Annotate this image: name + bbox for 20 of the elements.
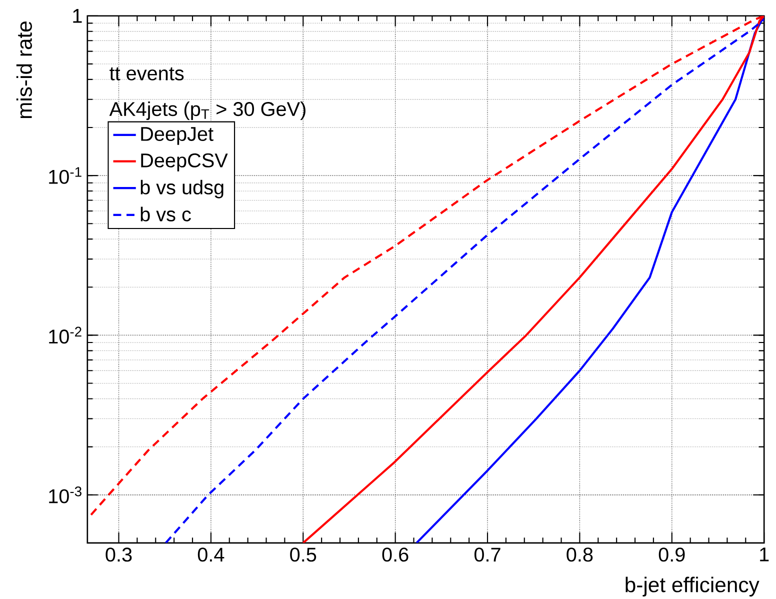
annotation: tt events [110, 68, 184, 81]
x-tick-label: 0.6 [382, 548, 408, 562]
annotation: AK4jets (p$_{T}$ > 30 GeV) [109, 102, 306, 120]
x-tick-label: 0.9 [658, 548, 685, 562]
x-tick-label: 0.4 [198, 548, 224, 562]
annotation: b vs udsg [140, 180, 224, 199]
legend-label: b vs c [140, 207, 191, 222]
y-tick-label: 10$^{-2}$ [49, 327, 82, 344]
x-tick-label: 0.8 [566, 548, 593, 562]
y-tick-label: 10$^{-1}$ [49, 167, 82, 184]
legend-label: DeepCSV [141, 154, 228, 172]
x-tick-label: 0.5 [290, 548, 316, 562]
x-axis-title: b-jet efficiency [626, 576, 760, 597]
y-tick-label: 1 [73, 9, 82, 23]
x-tick-label: 1 [760, 548, 769, 562]
x-tick-label: 0.3 [106, 548, 132, 562]
y-tick-label: 10$^{-3}$ [49, 486, 82, 504]
x-tick-label: 0.7 [474, 548, 500, 562]
y-axis-title: mis-id rate [16, 22, 32, 118]
legend-label: DeepJet [141, 127, 214, 146]
